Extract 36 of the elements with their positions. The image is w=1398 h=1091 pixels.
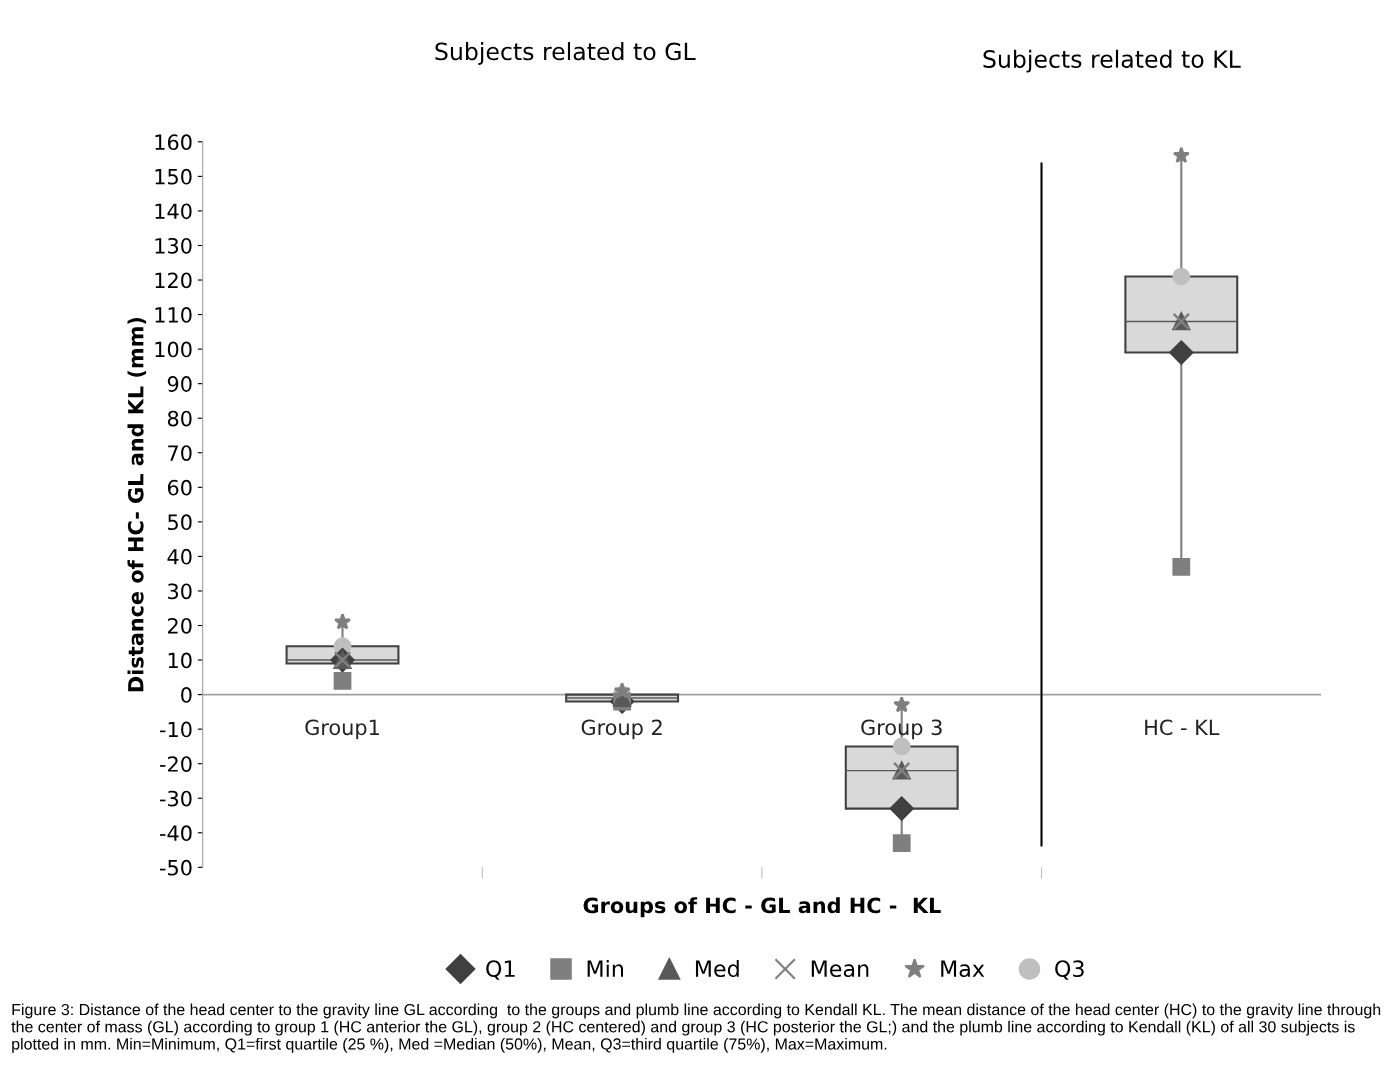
- y-tick-label: -20: [159, 756, 192, 772]
- y-tick-label: 110: [155, 307, 192, 323]
- y-tick-label: 50: [168, 514, 192, 531]
- y-tick-label: 100: [155, 341, 192, 358]
- y-tick-label: 80: [167, 410, 192, 427]
- y-tick-label: -50: [159, 859, 192, 876]
- y-tick-label: 160: [155, 134, 192, 151]
- y-tick-label: 140: [155, 203, 192, 220]
- legend-label: Med: [695, 959, 739, 978]
- y-tick-label: 70: [168, 445, 192, 461]
- y-tick-label: 10: [168, 652, 192, 669]
- legend-label: Q3: [1055, 960, 1084, 980]
- x-axis-title: Groups of HC - GL and HC - KL: [583, 897, 941, 918]
- text: Subjects related to KL: [983, 49, 1241, 73]
- legend-label: Mean: [811, 960, 869, 978]
- y-tick-label: 130: [155, 237, 192, 254]
- y-axis-title: Distance of HC- GL and KL (mm): [127, 317, 147, 692]
- y-tick-label: 60: [167, 479, 192, 496]
- y-tick-label: 90: [167, 376, 192, 392]
- legend-label: Min: [587, 959, 624, 977]
- caption: Figure 3: Distance of the head center to the gravity line GL according to the groups and plumb line according to Kendall KL. The mean distance of the head center (HC) to the gravity line through the center of mass (GL) according to group 1 (HC anterior the GL), group 2 (HC centered) and group 3 (HC posterior the GL;) and the plumb line according to Kendall (KL) of all 30 subjects is plotted in mm. Min=Minimum, Q1=first quartile (25 %), Med =Median (50%), Mean, Q3=third quartile (75%), Max=Maximum.: [11, 1003, 1381, 1053]
- y-tick-label: 120: [155, 272, 192, 289]
- x-tick-label: HC - KL: [1145, 719, 1220, 736]
- text: Subjects related to GL: [435, 42, 696, 65]
- y-tick-label: 150: [155, 168, 192, 185]
- y-tick-label: -30: [159, 790, 192, 807]
- y-tick-label: -10: [159, 721, 192, 738]
- y-tick-label: 20: [168, 617, 192, 634]
- y-tick-label: 30: [168, 583, 192, 600]
- y-tick-label: 40: [167, 548, 192, 565]
- x-tick-label: Group1: [305, 719, 379, 740]
- y-tick-label: -40: [159, 825, 192, 842]
- legend-label: Max: [941, 960, 985, 978]
- x-tick-label: Group 2: [581, 719, 662, 740]
- legend-label: Q1: [486, 960, 515, 980]
- y-tick-label: 0: [181, 687, 192, 703]
